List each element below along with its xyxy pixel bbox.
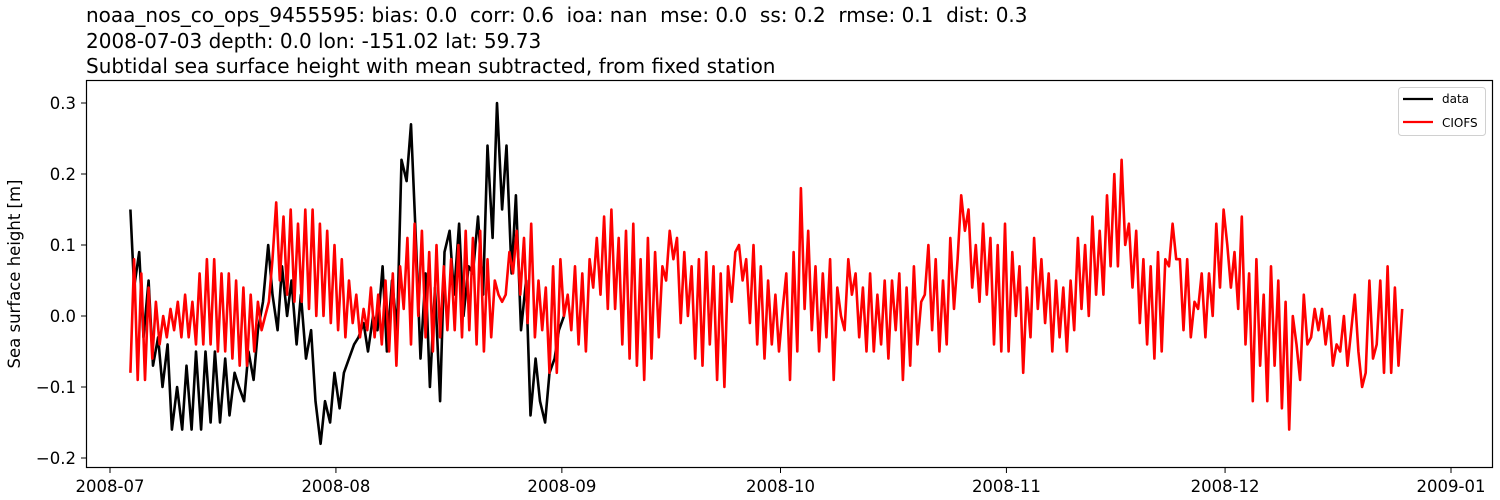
series-line-ciofs xyxy=(129,158,1404,431)
chart-title-description: Subtidal sea surface height with mean su… xyxy=(86,54,776,78)
legend-label-ciofs: CIOFS xyxy=(1442,116,1478,130)
chart-title-station-info: 2008-07-03 depth: 0.0 lon: -151.02 lat: … xyxy=(86,29,542,53)
plot-series xyxy=(129,101,1404,446)
x-axis: 2008-07 2008-08 2008-09 2008-10 2008-11 2008-… xyxy=(76,467,1486,496)
y-tick-label: −0.2 xyxy=(36,449,76,468)
x-tick-label: 2008-09 xyxy=(527,477,596,496)
x-tick-label: 2008-08 xyxy=(301,477,370,496)
y-tick-label: 0.0 xyxy=(50,307,76,326)
x-tick-label: 2008-11 xyxy=(972,477,1041,496)
x-tick-label: 2008-10 xyxy=(746,477,815,496)
x-tick-label: 2008-12 xyxy=(1191,477,1260,496)
y-tick-label: 0.2 xyxy=(50,165,76,184)
chart-title-metrics: noaa_nos_co_ops_9455595: bias: 0.0 corr:… xyxy=(86,3,1028,27)
axes-frame xyxy=(85,79,1494,469)
y-tick-label: 0.3 xyxy=(50,94,76,113)
y-axis: 0.3 0.2 0.1 0.0 −0.1 −0.2 xyxy=(36,94,87,468)
y-axis-label: Sea surface height [m] xyxy=(5,180,24,369)
x-tick-label: 2008-07 xyxy=(76,477,145,496)
y-tick-label: 0.1 xyxy=(50,236,76,255)
x-tick-label: 2009-01 xyxy=(1417,477,1486,496)
legend-label-data: data xyxy=(1442,92,1469,106)
y-tick-label: −0.1 xyxy=(36,378,76,397)
legend: data CIOFS xyxy=(1398,87,1486,136)
series-line-data xyxy=(129,101,566,446)
